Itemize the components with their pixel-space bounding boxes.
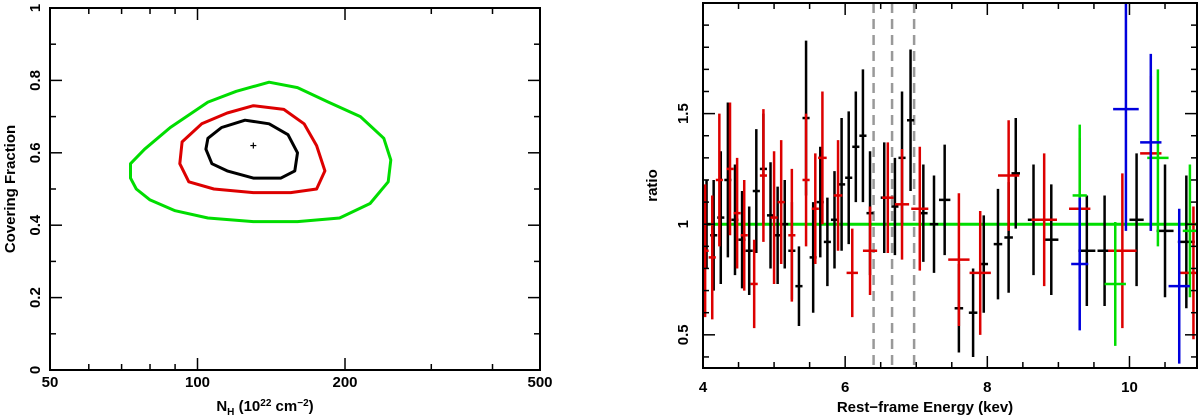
plot-frame [702,2,1198,369]
confidence-contour [204,118,299,180]
confidence-contour [178,104,327,195]
x-tick-label: 500 [527,374,552,391]
y-tick-label: 0.2 [27,287,44,308]
confidence-contour [129,80,393,224]
x-tick-label: 10 [1121,379,1138,396]
y-tick-label: 0.5 [675,324,692,345]
x-axis-label: NH (1022 cm−2) [216,398,313,415]
y-axis-label: Covering Fraction [2,125,19,253]
y-tick-label: 0.4 [27,214,44,236]
plot-area [703,3,1197,368]
y-axis-label: ratio [644,169,661,202]
x-tick-label: 200 [332,374,357,391]
x-tick-label: 50 [42,374,59,391]
y-tick-label: 0.6 [27,142,44,163]
x-tick-label: 100 [185,374,210,391]
contour-panel: 50 100 200 500 0 0.2 0.4 0.6 0.8 1 Covering Fracti… [2,4,553,415]
x-axis-label: Rest−frame Energy (kev) [837,399,1013,415]
y-tick-label: 0.8 [27,70,44,91]
y-tick-label: 0 [27,366,44,374]
x-tick-label: 8 [983,379,991,396]
x-tick-label: 6 [841,379,849,396]
plot-frame [49,7,541,371]
y-tick-label: 1.5 [675,103,692,124]
y-tick-label: 1 [675,220,692,228]
x-tick-label: 4 [699,379,708,396]
ratio-panel: 4 6 8 10 0.5 1 1.5 ratio Rest−frame Energy (kev) [644,2,1198,415]
y-tick-label: 1 [27,4,44,12]
